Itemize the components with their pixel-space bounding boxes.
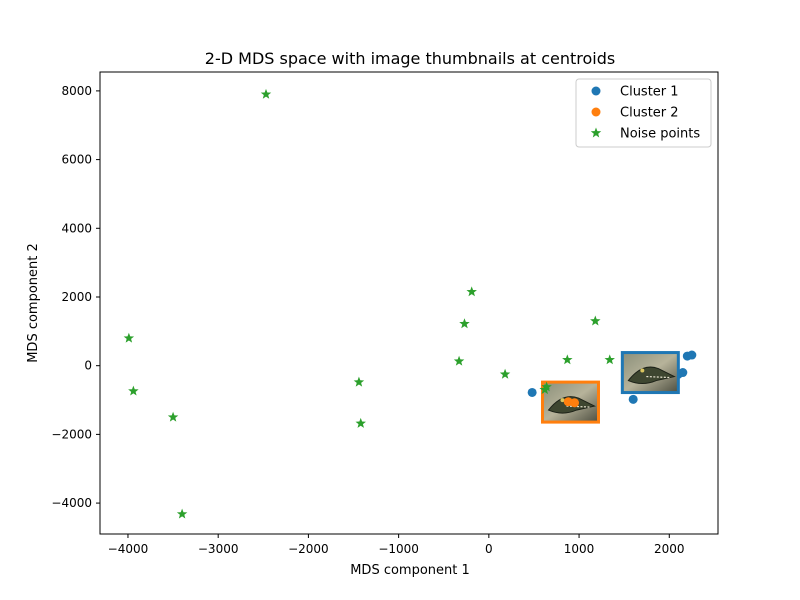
y-tick-label: 8000 (61, 84, 92, 98)
x-tick-label: −3000 (198, 542, 239, 556)
noise-point (260, 88, 272, 99)
noise-point (604, 354, 615, 365)
y-tick-label: −4000 (51, 496, 92, 510)
legend-label: Noise points (620, 127, 700, 142)
x-tick-label: −4000 (108, 542, 149, 556)
legend-label: Cluster 1 (620, 85, 679, 100)
noise-point (353, 376, 365, 387)
y-tick-label: 4000 (61, 221, 92, 235)
cluster-point (527, 387, 537, 397)
y-axis-label: MDS component 2 (26, 243, 41, 363)
thumbnails (539, 351, 680, 424)
legend-marker (591, 107, 601, 117)
noise-point (541, 381, 552, 392)
noise-point (176, 508, 188, 519)
plot-area (123, 88, 697, 519)
thumbnail-cluster-1 (620, 351, 680, 395)
cluster-point (570, 398, 580, 408)
noise-point (453, 355, 465, 366)
legend: Cluster 1 Cluster 2 Noise points (575, 78, 712, 148)
x-axis: −4000 −3000 −2000 −1000 0 1000 2000 (108, 534, 685, 556)
chart-title: 2-D MDS space with image thumbnails at c… (205, 49, 615, 68)
legend-label: Cluster 2 (620, 106, 679, 121)
noise-point (562, 354, 573, 365)
legend-marker (590, 127, 602, 138)
noise-point (499, 368, 511, 379)
x-axis-label: MDS component 1 (350, 563, 470, 578)
noise-point (128, 385, 139, 396)
noise-point (167, 411, 179, 422)
crocodile-icon (627, 366, 676, 385)
cluster-point (678, 368, 688, 378)
x-tick-label: −1000 (378, 542, 419, 556)
legend-box (575, 78, 712, 148)
noise-point (590, 315, 601, 326)
cluster-point (687, 350, 697, 360)
y-tick-label: −2000 (51, 427, 92, 441)
noise-point (355, 417, 366, 428)
y-tick-label: 0 (84, 359, 92, 373)
noise-point (539, 384, 551, 395)
x-tick-label: 2000 (654, 542, 685, 556)
axes-frame (99, 71, 719, 535)
cluster-point (628, 394, 638, 404)
noise-point (459, 318, 470, 329)
x-tick-label: 1000 (564, 542, 595, 556)
noise-point (123, 332, 135, 343)
x-tick-label: 0 (485, 542, 493, 556)
x-tick-label: −2000 (288, 542, 329, 556)
legend-marker (591, 86, 601, 96)
y-tick-label: 2000 (61, 290, 92, 304)
noise-point (466, 286, 477, 297)
y-tick-label: 6000 (61, 153, 92, 167)
y-axis: −4000 −2000 0 2000 4000 6000 8000 (51, 84, 100, 510)
